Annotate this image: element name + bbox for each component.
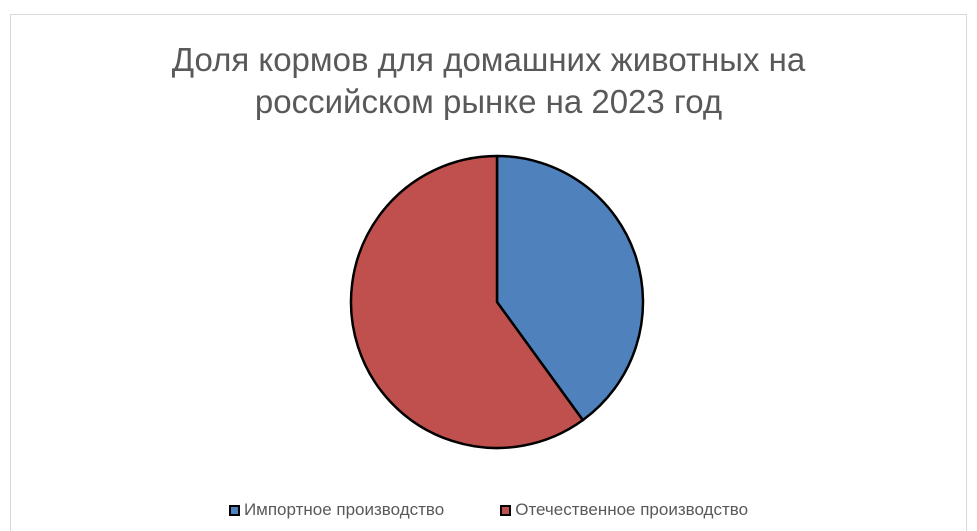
legend-item-import: Импортное производство <box>228 500 445 520</box>
pie-slice-domestic <box>349 154 585 450</box>
legend-item-domestic: Отечественное производство <box>500 500 748 520</box>
legend: Импортное производство Отечественное про… <box>0 500 977 520</box>
legend-label-domestic: Отечественное производство <box>515 500 749 519</box>
legend-swatch-import <box>228 504 240 516</box>
chart-title: Доля кормов для домашних животных на рос… <box>171 41 806 120</box>
legend-label-import: Импортное производство <box>243 500 445 519</box>
legend-swatch-domestic <box>500 504 512 516</box>
pie-slice-import <box>495 154 645 422</box>
